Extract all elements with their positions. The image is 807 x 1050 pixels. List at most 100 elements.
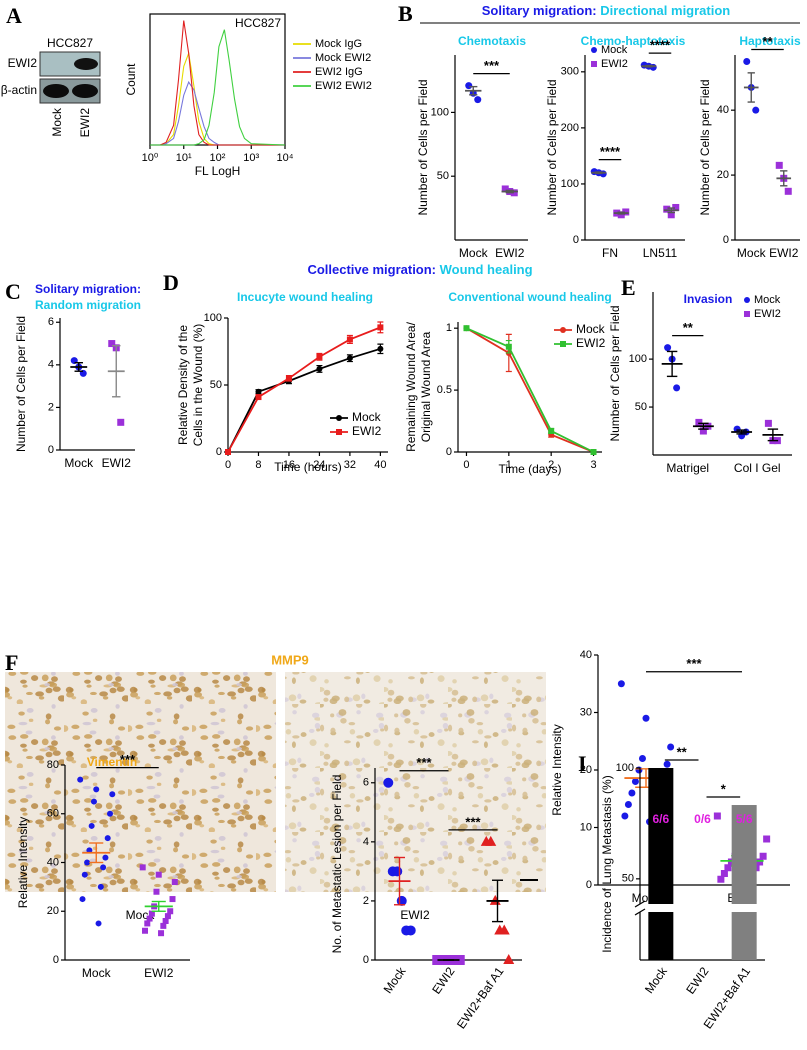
blot-lane-label: Mock xyxy=(50,107,64,137)
panel-label: D xyxy=(163,270,179,295)
data-point xyxy=(699,427,707,435)
chart-title: Vimentin xyxy=(87,755,137,769)
data-point xyxy=(316,353,323,360)
significance-label: * xyxy=(721,781,727,796)
panel-label: F xyxy=(5,650,18,675)
data-point xyxy=(97,883,104,890)
significance-label: *** xyxy=(120,752,136,767)
data-point xyxy=(717,875,725,883)
legend-marker xyxy=(560,327,566,333)
data-point xyxy=(100,864,107,871)
y-axis-label: Number of Cells per Field xyxy=(608,305,622,441)
y-tick-label: 2 xyxy=(363,895,369,907)
break-mark xyxy=(634,900,646,908)
y-tick-label: 6 xyxy=(363,777,369,789)
image-label: EWI2 xyxy=(400,908,430,922)
y-tick-label: 0 xyxy=(53,954,59,966)
data-point xyxy=(84,859,91,866)
data-point xyxy=(167,908,174,915)
x-tick-label: 10⁰ xyxy=(142,152,159,164)
blot-lane-label: EWI2 xyxy=(78,108,92,138)
data-point xyxy=(510,189,518,197)
panel-label: C xyxy=(5,279,21,304)
legend-label: EWI2 xyxy=(601,58,628,70)
micrograph xyxy=(5,672,276,892)
data-point xyxy=(108,340,116,348)
y-tick-label: 100 xyxy=(431,106,449,118)
y-tick-label: 100 xyxy=(204,312,222,324)
x-tick-label: Mock xyxy=(82,966,112,980)
data-point xyxy=(346,355,353,362)
y-tick-label: 60 xyxy=(47,808,59,820)
x-tick-label: Matrigel xyxy=(666,461,709,475)
y-tick-label: 50 xyxy=(437,170,449,182)
legend-label: EWI2 EWI2 xyxy=(315,80,372,92)
legend-label: EWI2 IgG xyxy=(315,66,363,78)
data-point xyxy=(346,336,353,343)
y-tick-label: 0 xyxy=(363,954,369,966)
plot-frame xyxy=(149,13,286,146)
data-point xyxy=(88,822,95,829)
x-tick-label: EWI2 xyxy=(495,246,525,260)
y-axis-label: Number of Cells per Field xyxy=(14,316,28,452)
data-point xyxy=(667,211,675,219)
data-point xyxy=(673,384,681,392)
y-axis-label: Count xyxy=(124,63,138,96)
data-point xyxy=(162,918,169,924)
x-tick-label: 10² xyxy=(210,152,226,164)
x-tick-label: LN511 xyxy=(643,246,678,260)
x-tick-label: EWI2 xyxy=(102,456,132,470)
data-point xyxy=(501,185,509,193)
y-tick-label: 0.5 xyxy=(437,384,452,396)
data-point xyxy=(454,955,465,965)
data-point xyxy=(713,812,721,820)
data-point xyxy=(638,755,646,762)
group-header: Solitary migration: Directional migratio… xyxy=(482,3,731,18)
chart-title: Haptotaxis xyxy=(739,34,801,48)
data-point xyxy=(756,858,764,866)
data-point xyxy=(784,187,792,195)
legend-label: EWI2 xyxy=(352,424,382,438)
data-point xyxy=(102,854,109,861)
legend-marker xyxy=(591,61,597,67)
data-point xyxy=(77,776,84,783)
data-point xyxy=(733,425,741,433)
data-point xyxy=(663,760,671,768)
y-tick-label: 0 xyxy=(573,234,579,246)
data-point xyxy=(624,801,632,808)
x-tick-label: 8 xyxy=(255,459,261,471)
series-line xyxy=(150,29,286,146)
significance-label: **** xyxy=(600,144,621,159)
y-tick-label: 0 xyxy=(446,446,452,458)
x-tick-label: Mock xyxy=(459,246,489,260)
data-point xyxy=(109,791,116,798)
bar xyxy=(731,805,757,960)
significance-label: *** xyxy=(465,814,481,829)
x-tick-label: 0 xyxy=(463,459,469,471)
y-axis-label: Number of Cells per Field xyxy=(416,79,430,215)
y-tick-label: 100 xyxy=(616,762,634,774)
y-tick-label: 6 xyxy=(48,316,54,328)
y-axis-label: Original Wound Area xyxy=(419,331,433,442)
data-point xyxy=(724,864,732,872)
x-tick-label: Mock xyxy=(64,456,94,470)
blot-band xyxy=(72,84,98,98)
y-tick-label: 50 xyxy=(635,401,647,413)
data-point xyxy=(81,871,88,878)
data-point xyxy=(474,96,482,104)
y-axis-label: Relative Intensity xyxy=(16,817,30,908)
chart-title: HCC827 xyxy=(235,16,281,30)
y-tick-label: 40 xyxy=(717,104,729,116)
data-point xyxy=(144,920,151,927)
data-point xyxy=(107,810,113,817)
y-tick-label: 0 xyxy=(586,879,592,891)
header-subtitle: Directional migration xyxy=(600,3,730,18)
legend-label: Mock xyxy=(601,44,628,56)
legend-label: EWI2 xyxy=(754,308,781,320)
value-label: 5/6 xyxy=(736,812,753,826)
data-point xyxy=(153,888,160,895)
x-axis-label: FL LogH xyxy=(195,164,241,178)
significance-label: *** xyxy=(686,656,702,671)
data-point xyxy=(146,915,153,922)
